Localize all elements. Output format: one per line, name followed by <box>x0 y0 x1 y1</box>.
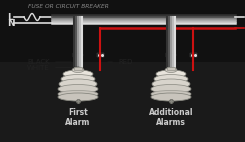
Ellipse shape <box>152 79 190 89</box>
Ellipse shape <box>58 84 98 93</box>
FancyBboxPatch shape <box>167 67 175 70</box>
FancyBboxPatch shape <box>74 67 82 70</box>
Text: WHITE: WHITE <box>27 65 79 71</box>
FancyBboxPatch shape <box>73 53 79 57</box>
Ellipse shape <box>151 84 191 93</box>
FancyBboxPatch shape <box>189 53 196 57</box>
Text: BLACK: BLACK <box>27 59 71 65</box>
FancyBboxPatch shape <box>97 53 103 57</box>
Text: First
Alarm: First Alarm <box>65 108 91 127</box>
Ellipse shape <box>63 70 93 78</box>
Text: N: N <box>7 18 15 28</box>
Ellipse shape <box>61 75 95 83</box>
Ellipse shape <box>154 75 188 83</box>
Ellipse shape <box>58 93 98 101</box>
Ellipse shape <box>58 90 98 98</box>
Ellipse shape <box>59 79 97 89</box>
Text: RED: RED <box>108 59 132 65</box>
FancyBboxPatch shape <box>0 0 245 62</box>
Text: Additional
Alarms: Additional Alarms <box>149 108 193 127</box>
Ellipse shape <box>151 93 191 101</box>
Ellipse shape <box>156 70 186 78</box>
Ellipse shape <box>151 90 191 98</box>
FancyBboxPatch shape <box>166 53 172 57</box>
Text: L: L <box>7 12 13 21</box>
Ellipse shape <box>165 67 177 73</box>
Text: FUSE OR CIRCUIT BREAKER: FUSE OR CIRCUIT BREAKER <box>28 4 109 9</box>
Ellipse shape <box>72 67 84 73</box>
